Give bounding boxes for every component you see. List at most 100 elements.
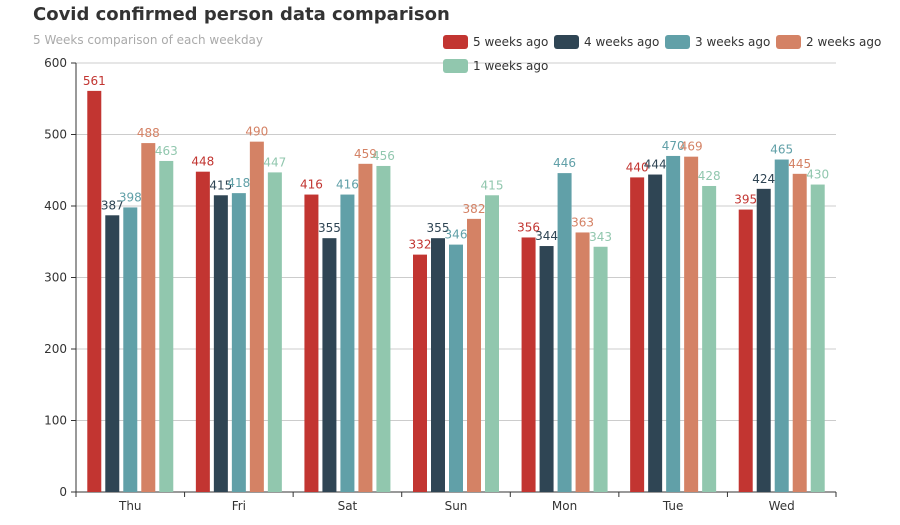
data-label: 416 [336,178,359,192]
bar [159,160,174,492]
bar [213,195,228,492]
data-label: 470 [662,139,685,153]
bar [123,207,138,492]
legend-label: 4 weeks ago [584,35,659,49]
bar [666,155,681,492]
bar [231,193,246,492]
legend-item[interactable]: 4 weeks ago [554,35,659,49]
y-tick-label: 600 [44,56,67,70]
data-label: 488 [137,126,160,140]
bar [322,238,337,492]
bar [105,215,120,493]
y-tick-label: 300 [44,271,67,285]
data-label: 490 [245,125,268,139]
data-label: 428 [698,169,721,183]
data-label: 456 [372,149,395,163]
legend-label: 3 weeks ago [695,35,770,49]
bar [249,141,264,492]
bar [376,165,391,492]
x-tick-label: Sat [338,499,358,513]
bar [304,194,319,492]
bar [575,232,590,492]
bar [774,159,789,492]
legend-swatch [776,35,801,49]
x-tick-label: Thu [118,499,142,513]
data-label: 424 [752,172,775,186]
y-tick-label: 0 [59,485,67,499]
y-tick-label: 500 [44,128,67,142]
data-label: 343 [589,230,612,244]
data-label: 356 [517,220,540,234]
bar [413,254,427,492]
data-label: 459 [354,147,377,161]
data-labels: 5613873984884634484154184904474163554164… [83,74,829,252]
data-label: 398 [119,190,142,204]
x-tick-label: Mon [552,499,577,513]
data-label: 363 [571,215,594,229]
bar [485,195,499,492]
bar [340,194,355,492]
y-tick-label: 200 [44,342,67,356]
data-label: 415 [481,178,504,192]
x-tick-label: Sun [445,499,468,513]
data-label: 415 [209,178,232,192]
bar [467,218,481,492]
bar [593,246,608,492]
bar [539,246,554,492]
data-label: 465 [770,143,793,157]
bar [141,143,156,492]
bar [630,177,645,492]
data-label: 430 [806,168,829,182]
data-label: 355 [318,221,341,235]
legend-item[interactable]: 2 weeks ago [776,35,881,49]
legend-item[interactable]: 5 weeks ago [443,35,548,49]
axes: 0 100 200 300 400 500 600 Thu Fri Sat Sun Mon Tue Wed [44,56,837,513]
bar [702,185,717,493]
legend-item[interactable]: 1 weeks ago [443,59,548,73]
x-tick-label: Tue [662,499,684,513]
data-label: 446 [553,156,576,170]
legend-swatch [443,59,468,73]
bar [738,209,753,492]
data-label: 355 [427,221,450,235]
data-label: 463 [155,144,178,158]
legend-label: 5 weeks ago [473,35,548,49]
bar [87,90,102,492]
data-label: 416 [300,178,323,192]
bar [684,156,699,493]
legend-item[interactable]: 3 weeks ago [665,35,770,49]
data-label: 440 [626,160,649,174]
bars [87,90,825,493]
x-tick-label: Wed [769,499,795,513]
bar [358,163,373,492]
data-label: 332 [409,238,432,252]
legend-swatch [554,35,579,49]
data-label: 418 [227,176,250,190]
bar [810,184,825,493]
data-label: 382 [463,202,486,216]
data-label: 346 [445,228,468,242]
data-label: 448 [191,155,214,169]
y-tick-label: 100 [44,414,67,428]
bar [756,188,771,492]
legend-label: 2 weeks ago [806,35,881,49]
bar [449,244,463,492]
chart-subtitle: 5 Weeks comparison of each weekday [33,33,264,47]
data-label: 444 [644,158,667,172]
bar [557,173,572,493]
bar [195,171,210,492]
bar [267,172,282,492]
chart-title: Covid confirmed person data comparison [33,4,450,25]
legend-swatch [665,35,690,49]
data-label: 561 [83,74,106,88]
legend[interactable]: 5 weeks ago 4 weeks ago 3 weeks ago 2 weeks… [443,35,881,73]
data-label: 469 [680,140,703,154]
x-tick-label: Fri [232,499,246,513]
bar [648,174,663,493]
data-label: 387 [101,198,124,212]
legend-label: 1 weeks ago [473,59,548,73]
y-tick-label: 400 [44,199,67,213]
data-label: 395 [734,193,757,207]
bar [431,238,445,492]
data-label: 445 [788,157,811,171]
